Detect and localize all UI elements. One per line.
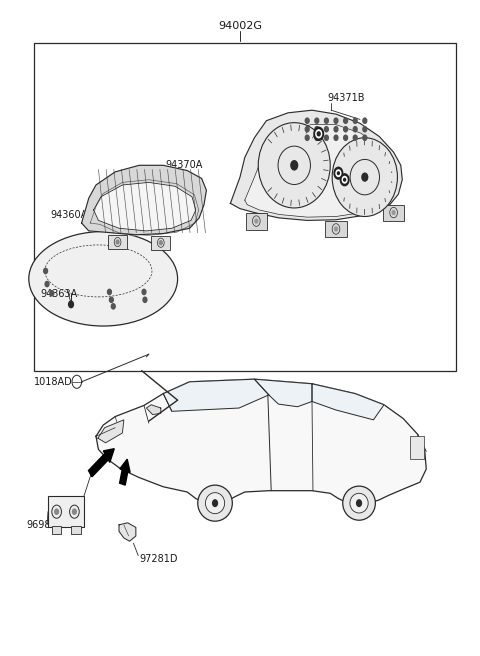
Bar xyxy=(246,213,267,230)
Polygon shape xyxy=(96,379,426,505)
Text: 94370A: 94370A xyxy=(166,160,203,171)
Circle shape xyxy=(142,289,146,295)
Text: 96985: 96985 xyxy=(26,520,57,530)
Text: 97281D: 97281D xyxy=(139,554,178,564)
Circle shape xyxy=(317,132,320,136)
Circle shape xyxy=(336,170,341,176)
Circle shape xyxy=(363,135,367,140)
Circle shape xyxy=(363,127,367,132)
Circle shape xyxy=(392,211,395,215)
Circle shape xyxy=(315,135,319,140)
FancyArrow shape xyxy=(120,459,130,485)
Ellipse shape xyxy=(350,493,368,513)
Circle shape xyxy=(324,127,328,132)
Bar xyxy=(108,235,127,249)
Circle shape xyxy=(143,297,147,302)
Bar xyxy=(71,526,81,534)
Polygon shape xyxy=(230,110,402,220)
Circle shape xyxy=(109,297,113,302)
Text: 94371B: 94371B xyxy=(350,176,388,186)
Circle shape xyxy=(324,118,328,123)
Circle shape xyxy=(324,135,328,140)
Ellipse shape xyxy=(29,232,178,326)
Circle shape xyxy=(69,301,73,308)
Text: 1018AD: 1018AD xyxy=(34,377,72,387)
Polygon shape xyxy=(163,379,269,411)
Bar xyxy=(410,436,424,459)
Polygon shape xyxy=(254,379,312,407)
Bar xyxy=(34,43,456,371)
Circle shape xyxy=(363,118,367,123)
Circle shape xyxy=(108,289,111,295)
Polygon shape xyxy=(245,125,396,217)
Polygon shape xyxy=(98,420,124,443)
Ellipse shape xyxy=(198,485,232,521)
Circle shape xyxy=(353,127,357,132)
Text: 94360A: 94360A xyxy=(50,210,88,220)
Polygon shape xyxy=(312,384,384,420)
Circle shape xyxy=(344,135,348,140)
Circle shape xyxy=(315,127,319,132)
Circle shape xyxy=(314,127,324,140)
Circle shape xyxy=(340,174,349,186)
Bar xyxy=(151,236,170,250)
Circle shape xyxy=(334,135,338,140)
Circle shape xyxy=(344,118,348,123)
Circle shape xyxy=(291,161,298,170)
Circle shape xyxy=(316,130,322,138)
Circle shape xyxy=(362,173,368,181)
Circle shape xyxy=(334,127,338,132)
Bar xyxy=(325,221,347,237)
Circle shape xyxy=(344,127,348,132)
Circle shape xyxy=(305,127,309,132)
Circle shape xyxy=(305,118,309,123)
Circle shape xyxy=(337,172,339,174)
Circle shape xyxy=(315,118,319,123)
Circle shape xyxy=(50,291,54,296)
Circle shape xyxy=(305,135,309,140)
Circle shape xyxy=(159,241,162,245)
Ellipse shape xyxy=(258,123,330,208)
Circle shape xyxy=(213,500,217,506)
Bar xyxy=(52,526,61,534)
Polygon shape xyxy=(82,165,206,235)
Text: 94002G: 94002G xyxy=(218,21,262,31)
Ellipse shape xyxy=(332,138,397,216)
Circle shape xyxy=(72,509,76,514)
Circle shape xyxy=(357,500,361,506)
Polygon shape xyxy=(146,405,161,415)
Circle shape xyxy=(353,135,357,140)
Circle shape xyxy=(111,304,115,309)
Circle shape xyxy=(342,176,347,183)
Bar xyxy=(48,496,84,527)
Circle shape xyxy=(255,219,258,223)
Circle shape xyxy=(334,118,338,123)
Text: 94371B: 94371B xyxy=(325,129,363,139)
Text: 94363A: 94363A xyxy=(41,289,78,299)
Circle shape xyxy=(116,240,119,244)
Circle shape xyxy=(335,227,337,231)
Text: 94371B: 94371B xyxy=(327,93,365,104)
Circle shape xyxy=(45,281,49,287)
Ellipse shape xyxy=(343,486,375,520)
Bar xyxy=(383,205,404,221)
Circle shape xyxy=(44,268,48,274)
Polygon shape xyxy=(119,523,136,541)
Circle shape xyxy=(344,178,346,181)
FancyArrow shape xyxy=(88,449,114,477)
Circle shape xyxy=(334,167,343,179)
Circle shape xyxy=(353,118,357,123)
Ellipse shape xyxy=(205,493,225,514)
Polygon shape xyxy=(94,182,196,231)
Circle shape xyxy=(55,509,59,514)
